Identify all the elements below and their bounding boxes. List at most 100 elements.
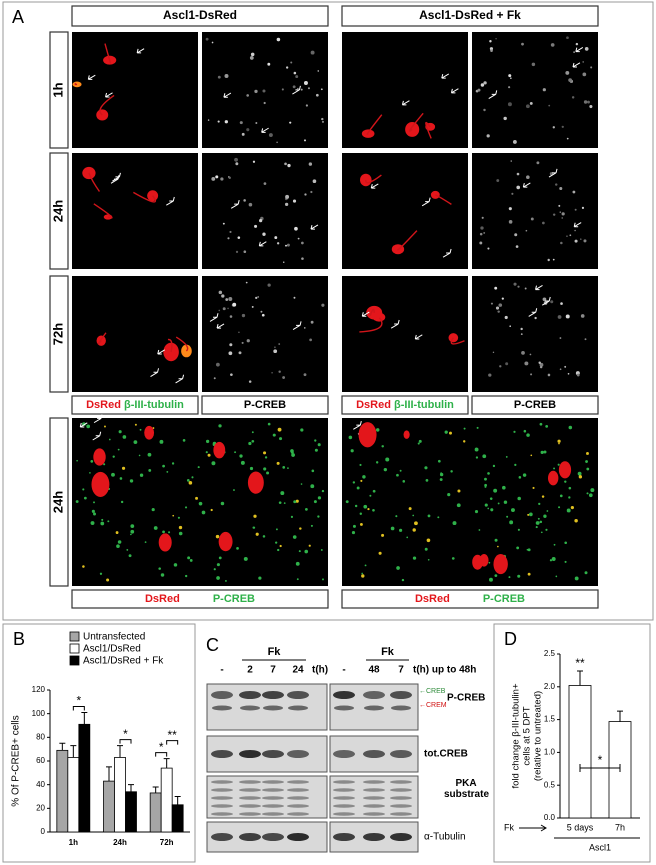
speckle: [484, 483, 488, 487]
speckle: [115, 531, 119, 534]
speckle: [559, 337, 562, 339]
arrow: [361, 311, 370, 317]
speckle: [542, 221, 545, 225]
speckle: [160, 573, 165, 577]
speckle: [399, 469, 402, 472]
speckle: [564, 541, 567, 545]
speckle: [253, 514, 257, 518]
speckle: [566, 235, 568, 237]
speckle: [225, 298, 229, 301]
speckle: [351, 531, 356, 535]
speckle: [539, 362, 544, 367]
speckle: [116, 544, 120, 549]
speckle: [352, 481, 356, 484]
speckle: [381, 445, 384, 448]
speckle: [236, 546, 239, 550]
panel-label: C: [206, 635, 219, 655]
arrow: [105, 92, 113, 98]
arrow: [441, 73, 450, 79]
speckle: [489, 47, 494, 51]
speckle: [217, 75, 221, 79]
channel-green: P-CREB: [483, 593, 525, 605]
speckle: [498, 303, 503, 307]
speckle: [309, 338, 312, 342]
neurite: [435, 194, 452, 205]
speckle: [566, 508, 571, 513]
y-axis-label: % Of P-CREB+ cells: [11, 715, 22, 806]
neurite: [359, 316, 383, 333]
error-bar: [152, 786, 159, 793]
speckle: [241, 313, 246, 318]
treatment-label: Fk: [381, 646, 395, 658]
speckle: [284, 162, 287, 166]
label-box: [341, 5, 599, 27]
speckle: [267, 422, 271, 426]
speckle: [550, 300, 554, 304]
speckle: [117, 540, 122, 544]
speckle: [508, 74, 512, 78]
speckle: [321, 120, 325, 123]
speckle: [172, 514, 175, 517]
speckle: [308, 162, 313, 166]
speckle: [517, 285, 520, 288]
speckle: [108, 438, 111, 441]
speckle: [255, 296, 258, 300]
lane-unit: t(h): [312, 665, 328, 676]
speckle: [82, 488, 85, 491]
speckle: [444, 430, 448, 434]
speckle: [296, 578, 299, 581]
neurite: [450, 337, 465, 345]
x-tick-label: 7h: [615, 822, 625, 832]
speckle: [227, 307, 229, 310]
speckle: [452, 521, 457, 526]
y-tick-label: 2.5: [544, 649, 556, 658]
cell: [91, 471, 110, 497]
channel-red: DsRed: [145, 593, 180, 605]
speckle: [558, 204, 561, 207]
label-box: [471, 395, 599, 415]
speckle: [547, 373, 551, 377]
speckle: [228, 351, 233, 356]
neurite: [175, 336, 189, 352]
micrograph: [342, 276, 468, 392]
speckle: [437, 459, 441, 463]
speckle: [187, 556, 191, 560]
cell: [403, 430, 410, 439]
speckle: [263, 451, 267, 455]
speckle: [427, 514, 431, 518]
speckle: [510, 508, 515, 513]
time-label: 72h: [50, 323, 65, 345]
bar: [568, 685, 592, 819]
speckle: [492, 464, 496, 468]
speckle: [447, 493, 451, 497]
speckle: [530, 217, 534, 221]
speckle: [153, 526, 158, 530]
band: [287, 833, 309, 841]
speckle: [232, 302, 237, 307]
speckle: [191, 476, 194, 479]
band: [287, 780, 309, 784]
band: [390, 796, 412, 800]
speckle: [186, 479, 190, 482]
speckle: [535, 526, 538, 529]
arrow: [421, 197, 431, 207]
speckle: [279, 544, 282, 548]
speckle: [292, 535, 297, 539]
speckle: [234, 157, 238, 162]
speckle: [205, 439, 210, 444]
speckle: [224, 579, 227, 582]
speckle: [178, 525, 183, 530]
band: [287, 750, 309, 758]
speckle: [227, 237, 230, 240]
speckle: [527, 572, 531, 576]
speckle: [494, 574, 498, 578]
speckle: [276, 37, 281, 42]
speckle: [322, 578, 324, 581]
speckle: [262, 89, 266, 93]
band: [239, 833, 261, 841]
speckle: [489, 497, 493, 500]
speckle: [586, 451, 589, 455]
speckle: [293, 296, 296, 299]
speckle: [260, 310, 263, 313]
significance-label: *: [123, 727, 128, 741]
